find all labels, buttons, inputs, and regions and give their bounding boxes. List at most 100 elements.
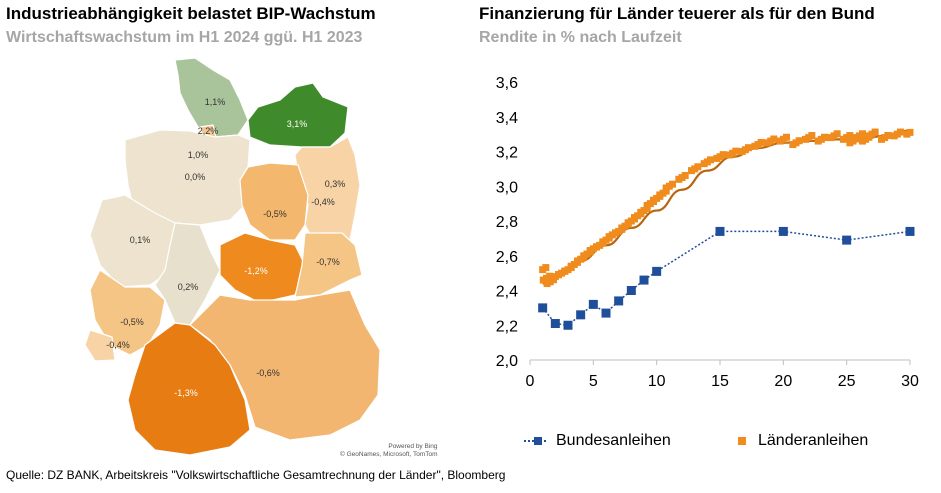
x-tick-label: 15 <box>711 373 729 390</box>
laender-point <box>764 139 771 147</box>
laender-point <box>745 144 752 152</box>
map-region-bayern <box>189 289 381 441</box>
x-tick-label: 25 <box>838 373 856 390</box>
bund-point <box>550 319 560 329</box>
laender-point <box>757 138 765 146</box>
map-region-baden-wuerttemberg <box>127 322 251 456</box>
laender-point <box>719 151 727 159</box>
laender-point <box>789 141 797 149</box>
y-tick-label: 2,8 <box>496 214 518 231</box>
laender-point <box>662 184 670 192</box>
laender-point <box>631 214 638 222</box>
laender-point <box>738 148 746 155</box>
x-tick-label: 30 <box>901 373 919 390</box>
laender-point <box>751 142 759 150</box>
laender-point <box>612 229 619 237</box>
laender-point <box>846 132 854 140</box>
map-label-hessen: 0,2% <box>178 282 199 292</box>
laender-point <box>643 201 651 209</box>
laender-point <box>833 130 841 138</box>
bund-point <box>905 226 915 236</box>
laender-point <box>675 175 683 183</box>
laender-point <box>859 130 866 138</box>
laender-point <box>700 160 708 168</box>
map-label-sachsen-anhalt: -0,5% <box>263 209 287 219</box>
map-label-nordrhein-westfalen: 0,1% <box>130 235 151 245</box>
map-label-baden-wuerttemberg: -1,3% <box>174 388 198 398</box>
x-tick-label: 5 <box>589 373 598 390</box>
map-label-sachsen: -0,7% <box>316 257 340 267</box>
laender-point <box>846 139 854 147</box>
y-tick-label: 3,0 <box>496 179 518 196</box>
legend-label-laender: Länderanleihen <box>758 432 869 449</box>
laender-point <box>574 257 581 265</box>
yield-chart: 0 5 10 15 20 25 30 2,0 2,2 2,4 2,6 2,8 3,0 3,2 3,4 3,6 <box>496 75 919 390</box>
y-tick-label: 3,6 <box>496 75 518 92</box>
laender-point <box>726 151 733 159</box>
bund-point <box>778 226 788 236</box>
bund-point <box>715 226 725 236</box>
laender-point <box>783 133 790 141</box>
map-region-sachsen <box>294 232 363 298</box>
laender-point <box>732 147 740 155</box>
source-note: Quelle: DZ BANK, Arbeitskreis "Volkswirt… <box>6 468 506 482</box>
y-tick-label: 2,0 <box>496 353 518 370</box>
map-label-mecklenburg-vorpommern: 3,1% <box>287 119 308 129</box>
laender-point <box>903 130 911 138</box>
map-region-sachsen-anhalt <box>239 162 309 241</box>
map-label-rheinland-pfalz: -0,5% <box>120 317 144 327</box>
bund-point <box>538 303 548 313</box>
y-tick-label: 2,4 <box>496 284 518 301</box>
laender-point <box>827 134 835 142</box>
bund-point <box>626 286 636 295</box>
legend-blue-square <box>534 437 542 445</box>
laender-point <box>859 137 866 145</box>
laender-point <box>802 135 809 143</box>
laender-point <box>681 171 689 179</box>
laender-point <box>543 280 551 288</box>
laender-point <box>599 238 607 246</box>
map-label-saarland: -0,4% <box>106 340 130 350</box>
laender-point <box>688 167 695 175</box>
laender-point <box>852 134 860 142</box>
laender-point <box>795 137 803 145</box>
laender-point <box>808 132 816 140</box>
laender-point <box>650 196 657 204</box>
map-label-bayern: -0,6% <box>256 368 280 378</box>
x-tick-label: 20 <box>774 373 792 390</box>
map-region-mecklenburg-vorpommern <box>247 82 349 148</box>
laender-point <box>871 128 879 136</box>
right-title: Finanzierung für Länder teuerer als für … <box>479 4 875 23</box>
bund-point <box>639 275 649 285</box>
legend-orange-square <box>738 437 746 445</box>
map-region-saarland <box>84 329 116 362</box>
x-tick-label: 0 <box>526 373 535 390</box>
bund-point <box>588 299 598 309</box>
laender-point <box>840 135 847 143</box>
right-subtitle: Rendite in % nach Laufzeit <box>479 29 682 46</box>
laender-point <box>561 267 569 275</box>
laender-point <box>814 137 822 145</box>
y-tick-label: 3,4 <box>496 110 518 127</box>
laender-point <box>605 233 613 241</box>
map-label-berlin: 0,3% <box>325 179 346 189</box>
laender-point <box>567 262 575 270</box>
laender-point <box>707 156 714 164</box>
map-label-niedersachsen: 0,0% <box>185 172 206 182</box>
bund-point <box>842 235 852 245</box>
laender-point <box>694 163 702 171</box>
y-tick-label: 2,2 <box>496 318 518 335</box>
map-label-hamburg: 2,2% <box>198 126 219 136</box>
laender-point <box>548 274 556 282</box>
laender-point <box>586 247 594 255</box>
laender-point <box>865 132 873 140</box>
laender-point <box>618 224 626 232</box>
map-label-schleswig-holstein: 1,1% <box>205 97 226 107</box>
map-attribution-powered: Powered by Bing <box>388 443 438 450</box>
bund-point <box>563 320 573 330</box>
left-subtitle: Wirtschaftswachstum im H1 2024 ggü. H1 2… <box>6 29 363 46</box>
map-attribution: Powered by Bing © GeoNames, Microsoft, T… <box>340 443 438 459</box>
legend-label-bund: Bundesanleihen <box>556 432 671 449</box>
laender-point <box>624 219 632 227</box>
bund-point <box>576 310 586 320</box>
